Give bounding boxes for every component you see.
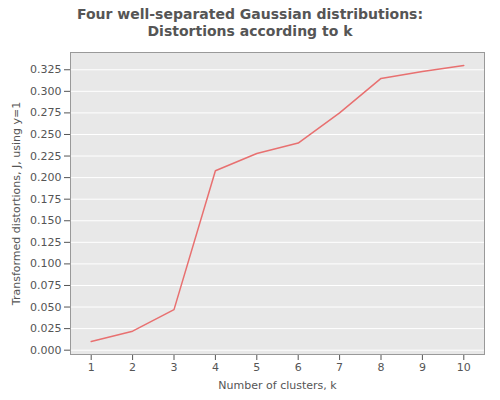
svg-text:6: 6	[295, 361, 302, 374]
svg-text:7: 7	[336, 361, 343, 374]
svg-text:3: 3	[171, 361, 178, 374]
svg-text:0.100: 0.100	[30, 257, 62, 270]
svg-text:0.025: 0.025	[30, 322, 62, 335]
svg-text:1: 1	[88, 361, 95, 374]
svg-text:0.050: 0.050	[30, 301, 62, 314]
svg-text:0.325: 0.325	[30, 63, 62, 76]
svg-text:9: 9	[419, 361, 426, 374]
svg-text:0.000: 0.000	[30, 344, 62, 357]
html-text:Four well-separated Gaussian d: Four well-separated Gaussian distributio…	[76, 6, 424, 22]
html-text:Distortions according to k: Distortions according to k	[147, 23, 353, 39]
svg-text:Transformed distortions, J, us: Transformed distortions, J, using y=1	[10, 102, 23, 306]
svg-text:Number of clusters, k: Number of clusters, k	[218, 379, 337, 392]
svg-text:5: 5	[253, 361, 260, 374]
svg-text:0.275: 0.275	[30, 106, 62, 119]
svg-text:0.300: 0.300	[30, 85, 62, 98]
svg-text:0.075: 0.075	[30, 279, 62, 292]
svg-text:0.175: 0.175	[30, 193, 62, 206]
svg-text:0.225: 0.225	[30, 150, 62, 163]
svg-text:0.250: 0.250	[30, 128, 62, 141]
svg-text:8: 8	[378, 361, 385, 374]
svg-text:0.150: 0.150	[30, 214, 62, 227]
svg-text:0.200: 0.200	[30, 171, 62, 184]
svg-text:0.125: 0.125	[30, 236, 62, 249]
svg-text:10: 10	[457, 361, 471, 374]
svg-text:4: 4	[212, 361, 219, 374]
svg-text:2: 2	[129, 361, 136, 374]
